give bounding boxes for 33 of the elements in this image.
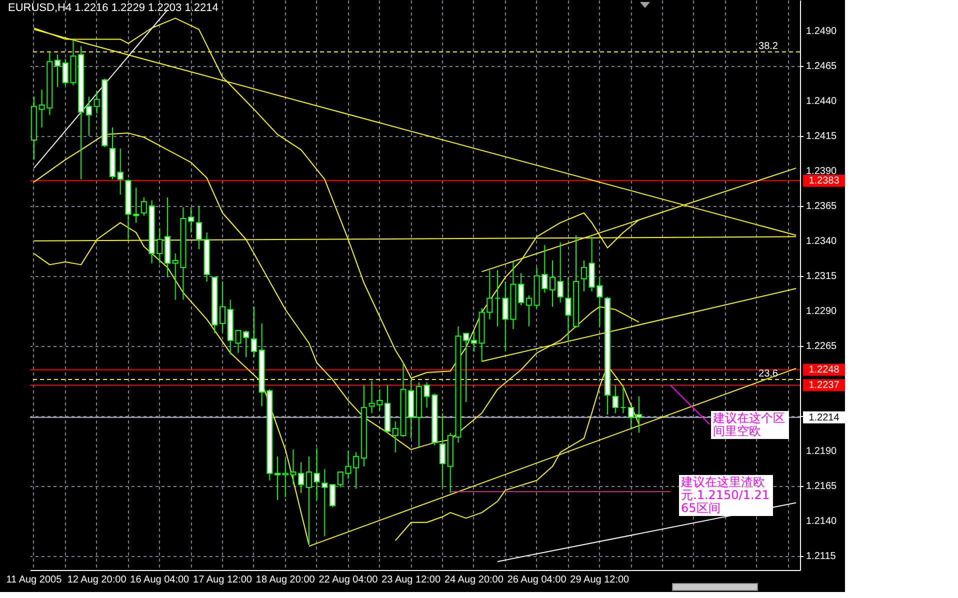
x-tick-label: 24 Aug 20:00 bbox=[444, 574, 504, 586]
ref-line-label: 1.2248 bbox=[808, 364, 840, 376]
x-tick-label: 16 Aug 04:00 bbox=[130, 574, 190, 586]
y-tick-label: 1.2165 bbox=[806, 480, 838, 492]
y-tick-label: 1.2115 bbox=[806, 550, 836, 562]
x-tick-label: 29 Aug 12:00 bbox=[570, 574, 630, 586]
y-tick-label: 1.2190 bbox=[806, 446, 838, 457]
y-tick-label: 1.2265 bbox=[806, 340, 838, 352]
x-tick-label: 26 Aug 04:00 bbox=[507, 574, 567, 586]
y-tick-label: 1.2390 bbox=[806, 166, 838, 177]
x-tick-label: 12 Aug 20:00 bbox=[67, 574, 127, 586]
annotation: 建议在这个区间里空欧 bbox=[711, 411, 789, 440]
y-tick-label: 1.2440 bbox=[806, 96, 838, 107]
annotation: 23.6 bbox=[758, 368, 778, 380]
y-tick-label: 1.2340 bbox=[806, 236, 838, 247]
annotation: 建议在这里渣欧元.1.2150/1.2165区间 bbox=[679, 475, 773, 516]
chart-title: EURUSD,H4 1.2216 1.2229 1.2203 1.2214 bbox=[8, 2, 218, 14]
y-tick-label: 1.2290 bbox=[806, 306, 838, 317]
y-tick-label: 1.2490 bbox=[806, 26, 838, 37]
y-tick-label: 1.2365 bbox=[806, 200, 838, 212]
ref-line-label: 1.2383 bbox=[808, 176, 840, 187]
y-tick-label: 1.2465 bbox=[806, 60, 838, 72]
x-tick-label: 23 Aug 12:00 bbox=[382, 574, 441, 586]
y-tick-label: 1.2415 bbox=[806, 130, 838, 142]
annotation: 38.2 bbox=[758, 40, 778, 52]
x-tick-label: 22 Aug 04:00 bbox=[318, 574, 378, 586]
y-tick-label: 1.2140 bbox=[806, 516, 838, 527]
ref-line-label: 1.2214 bbox=[808, 412, 840, 424]
y-tick-label: 1.2315 bbox=[806, 270, 838, 282]
x-tick-label: 11 Aug 2005 bbox=[6, 574, 62, 586]
x-tick-label: 17 Aug 12:00 bbox=[193, 574, 252, 586]
x-tick-label: 18 Aug 20:00 bbox=[256, 574, 316, 586]
ref-line-label: 1.2237 bbox=[808, 380, 840, 392]
